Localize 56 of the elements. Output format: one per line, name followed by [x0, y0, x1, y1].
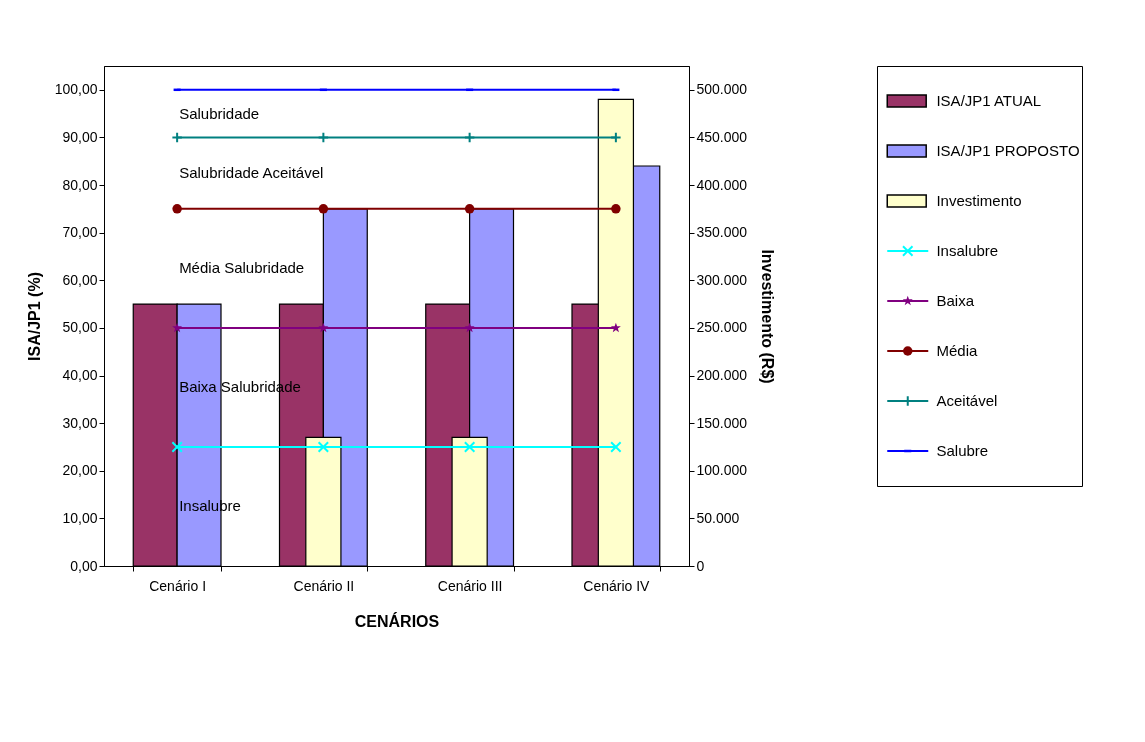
- point: [317, 441, 330, 453]
- x-axis-title: CENÁRIOS: [354, 611, 440, 630]
- y2-tick-label: 450.000: [696, 128, 748, 145]
- point: [464, 204, 475, 214]
- y-tick-label: 80,00: [62, 176, 98, 193]
- point: [463, 131, 476, 144]
- y2-tick-label: 400.000: [696, 176, 748, 193]
- y-tick-label: 10,00: [62, 509, 98, 526]
- y-tick-label: 0,00: [70, 557, 98, 574]
- annotation: Salubridade Aceitável: [179, 164, 324, 182]
- x-tick-label: Cenário II: [293, 577, 355, 594]
- legend-label: ISA/JP1 ATUAL: [936, 92, 1042, 109]
- legend-label: Insalubre: [936, 242, 999, 259]
- point: [172, 204, 182, 214]
- legend-label: Baixa: [936, 292, 975, 309]
- x-tick-label: Cenário I: [149, 577, 207, 594]
- point: [318, 322, 329, 333]
- y2-tick-label: 0: [696, 557, 705, 574]
- y2-tick-label: 200.000: [696, 367, 748, 384]
- y-tick-label: 100,00: [54, 81, 98, 98]
- point: [317, 131, 330, 144]
- y2-tick-label: 250.000: [696, 319, 748, 336]
- y-tick-label: 20,00: [62, 462, 98, 479]
- y2-tick-label: 50.000: [696, 509, 740, 526]
- y2-tick-label: 300.000: [696, 271, 748, 288]
- annotation: Média Salubridade: [179, 259, 305, 277]
- point: [610, 441, 622, 453]
- point: [464, 322, 475, 333]
- legend-label: Investimento: [936, 192, 1022, 209]
- y-tick-label: 70,00: [62, 224, 98, 241]
- legend-label: Aceitável: [936, 392, 998, 409]
- point: [318, 204, 329, 214]
- annotation: Salubridade: [179, 104, 260, 122]
- y2-tick-label: 500.000: [696, 81, 748, 98]
- y-tick-label: 30,00: [62, 414, 98, 431]
- point: [171, 441, 183, 453]
- legend-label: ISA/JP1 PROPOSTO: [936, 142, 1080, 159]
- point: [171, 131, 183, 144]
- y2-tick-label: 350.000: [696, 224, 748, 241]
- point: [172, 322, 183, 333]
- y2-tick-label: 100.000: [696, 462, 748, 479]
- legend-label: Média: [936, 342, 978, 359]
- point: [610, 322, 621, 333]
- point: [610, 131, 622, 144]
- x-tick-label: Cenário III: [437, 577, 503, 594]
- point: [611, 204, 621, 214]
- y-tick-label: 90,00: [62, 128, 98, 145]
- y-tick-label: 60,00: [62, 271, 98, 288]
- y2-axis-title: Investimento (R$): [759, 249, 777, 384]
- y-tick-label: 50,00: [62, 319, 98, 336]
- point: [463, 441, 476, 453]
- y2-tick-label: 150.000: [696, 414, 748, 431]
- y-axis-title: ISA/JP1 (%): [25, 272, 43, 361]
- y-tick-label: 40,00: [62, 367, 98, 384]
- legend-label: Salubre: [936, 442, 989, 459]
- x-tick-label: Cenário IV: [583, 577, 651, 594]
